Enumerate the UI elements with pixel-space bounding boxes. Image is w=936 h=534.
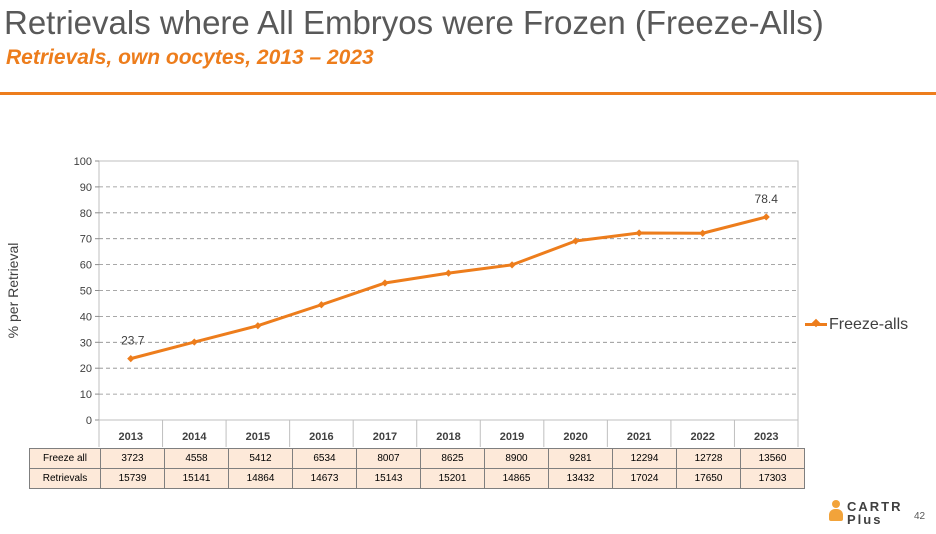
header-divider [0,92,936,95]
table-cell: 17303 [740,468,805,489]
legend-line-marker-icon [805,323,827,327]
y-tick-label: 70 [80,234,92,246]
table-cell: 15141 [164,468,229,489]
x-tick-label: 2018 [436,431,460,443]
data-table: Freeze all 3723 4558 5412 6534 8007 8625 8900 92… [29,448,805,489]
x-tick-label: 2019 [500,431,524,443]
table-cell: 9281 [548,448,613,469]
table-cell: 12728 [676,448,741,469]
x-tick-label: 2015 [246,431,270,443]
y-tick-label: 10 [80,389,92,401]
x-tick-label: 2016 [309,431,333,443]
y-axis-label: % per Retrieval [5,243,21,339]
table-cell: 13432 [548,468,613,489]
data-point [127,355,135,363]
y-tick-label: 30 [80,337,92,349]
data-point [699,229,707,237]
y-tick-label: 0 [86,415,92,427]
table-cell: 6534 [292,448,357,469]
data-point [571,237,580,245]
x-tick-label: 2017 [373,431,397,443]
table-cell: 8625 [420,448,485,469]
y-tick-label: 50 [80,286,92,298]
logo-text-plus: Plus [847,512,883,527]
x-tick-label: 2022 [690,431,714,443]
x-tick-label: 2021 [627,431,651,443]
table-cell: 8900 [484,448,549,469]
y-tick-label: 60 [80,260,92,272]
data-point [317,301,326,309]
data-point [508,261,516,269]
table-cell: 17650 [676,468,741,489]
table-cell: 4558 [164,448,229,469]
page-title: Retrievals where All Embryos were Frozen… [4,4,824,41]
y-tick-label: 80 [80,208,92,220]
data-point [635,229,643,237]
cartr-plus-logo: CARTR Plus [828,500,903,526]
table-row-header: Freeze all [29,448,101,469]
table-cell: 15739 [100,468,165,489]
table-cell: 14865 [484,468,549,489]
y-tick-label: 100 [74,156,92,168]
logo-text-cartr: CARTR [847,499,903,514]
y-tick-label: 90 [80,182,92,194]
x-tick-label: 2013 [119,431,143,443]
y-tick-label: 40 [80,311,92,323]
table-cell: 12294 [612,448,677,469]
table-row-header: Retrievals [29,468,101,489]
legend-label: Freeze-alls [829,316,909,333]
x-tick-label: 2023 [754,431,778,443]
table-cell: 13560 [740,448,805,469]
page-number: 42 [914,511,926,522]
data-point [381,279,389,287]
table-cell: 15143 [356,468,421,489]
table-cell: 14673 [292,468,357,489]
table-cell: 17024 [612,468,677,489]
table-cell: 3723 [100,448,165,469]
table-row: Freeze all 3723 4558 5412 6534 8007 8625 8900 92… [29,448,805,469]
data-point [190,338,198,346]
series-line [130,215,767,361]
table-cell: 5412 [228,448,293,469]
data-point [254,322,262,330]
table-cell: 14864 [228,468,293,489]
data-label: 23.7 [121,334,145,348]
plot-area [98,160,799,421]
table-cell: 8007 [356,448,421,469]
x-tick-label: 2014 [182,431,207,443]
x-tick-label: 2020 [563,431,587,443]
page-subtitle: Retrievals, own oocytes, 2013 – 2023 [6,46,374,69]
person-icon [828,500,844,522]
data-point [444,269,453,277]
chart-legend: Freeze-alls [805,316,908,334]
table-cell: 15201 [420,468,485,489]
y-tick-label: 20 [80,363,92,375]
data-point [762,213,770,221]
table-row: Retrievals 15739 15141 14864 14673 15143 15201… [29,468,805,489]
data-label: 78.4 [755,192,779,206]
